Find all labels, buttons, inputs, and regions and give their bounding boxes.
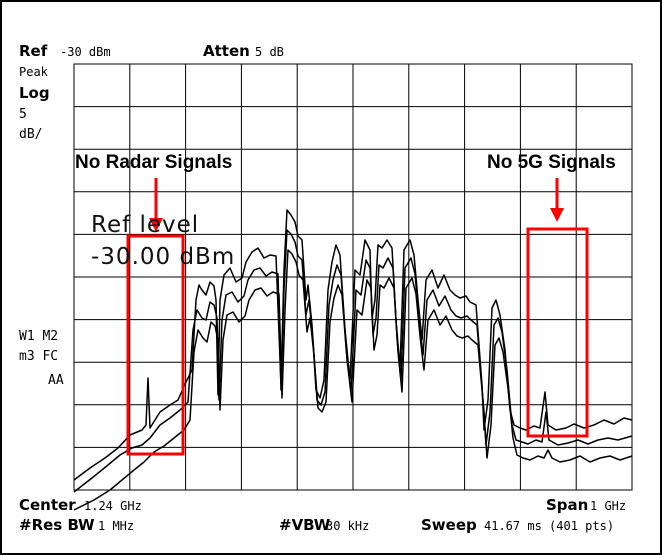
- no-5g-arrow-head: [550, 208, 564, 222]
- sweep-label: Sweep: [421, 516, 477, 534]
- detector-label: Peak: [19, 65, 48, 79]
- vbw-label: #VBW: [279, 516, 331, 534]
- no-radar-label: No Radar Signals: [75, 152, 233, 173]
- atten-value: 5 dB: [255, 45, 284, 59]
- scale-type-label: Log: [19, 84, 50, 102]
- spectrum-trace-min: [73, 249, 633, 511]
- no-radar-box: [126, 234, 185, 456]
- ref-label: Ref: [19, 42, 48, 60]
- span-value: 1 GHz: [590, 499, 627, 513]
- no-5g-box: [526, 227, 589, 438]
- annotation-layer: [126, 178, 589, 456]
- marker-status-label: W1 M2: [19, 329, 59, 344]
- res-bw-label: #Res BW: [19, 516, 95, 534]
- average-status-label: AA: [48, 373, 64, 388]
- span-label: Span: [546, 496, 589, 514]
- no-5g-label: No 5G Signals: [487, 152, 616, 173]
- atten-label: Atten: [203, 42, 250, 60]
- spectrum-traces: [73, 209, 633, 511]
- graticule-grid: [73, 63, 633, 491]
- sweep-value: 41.67 ms (401 pts): [484, 519, 615, 533]
- ref-value: -30 dBm: [60, 45, 111, 59]
- ref-level-value: -30.00 dBm: [91, 244, 236, 270]
- spectrum-trace-average: [73, 229, 633, 493]
- center-label: Center: [19, 496, 76, 514]
- vbw-value: 30 kHz: [326, 519, 370, 533]
- ref-level-caption: Ref level: [91, 212, 200, 238]
- center-value: 1.24 GHz: [84, 499, 142, 513]
- function-status-label: m3 FC: [19, 349, 59, 364]
- no-radar-arrow-head: [149, 218, 163, 232]
- scale-unit-label: dB/: [19, 127, 43, 142]
- res-bw-value: 1 MHz: [98, 519, 135, 533]
- scale-value-label: 5: [19, 107, 27, 122]
